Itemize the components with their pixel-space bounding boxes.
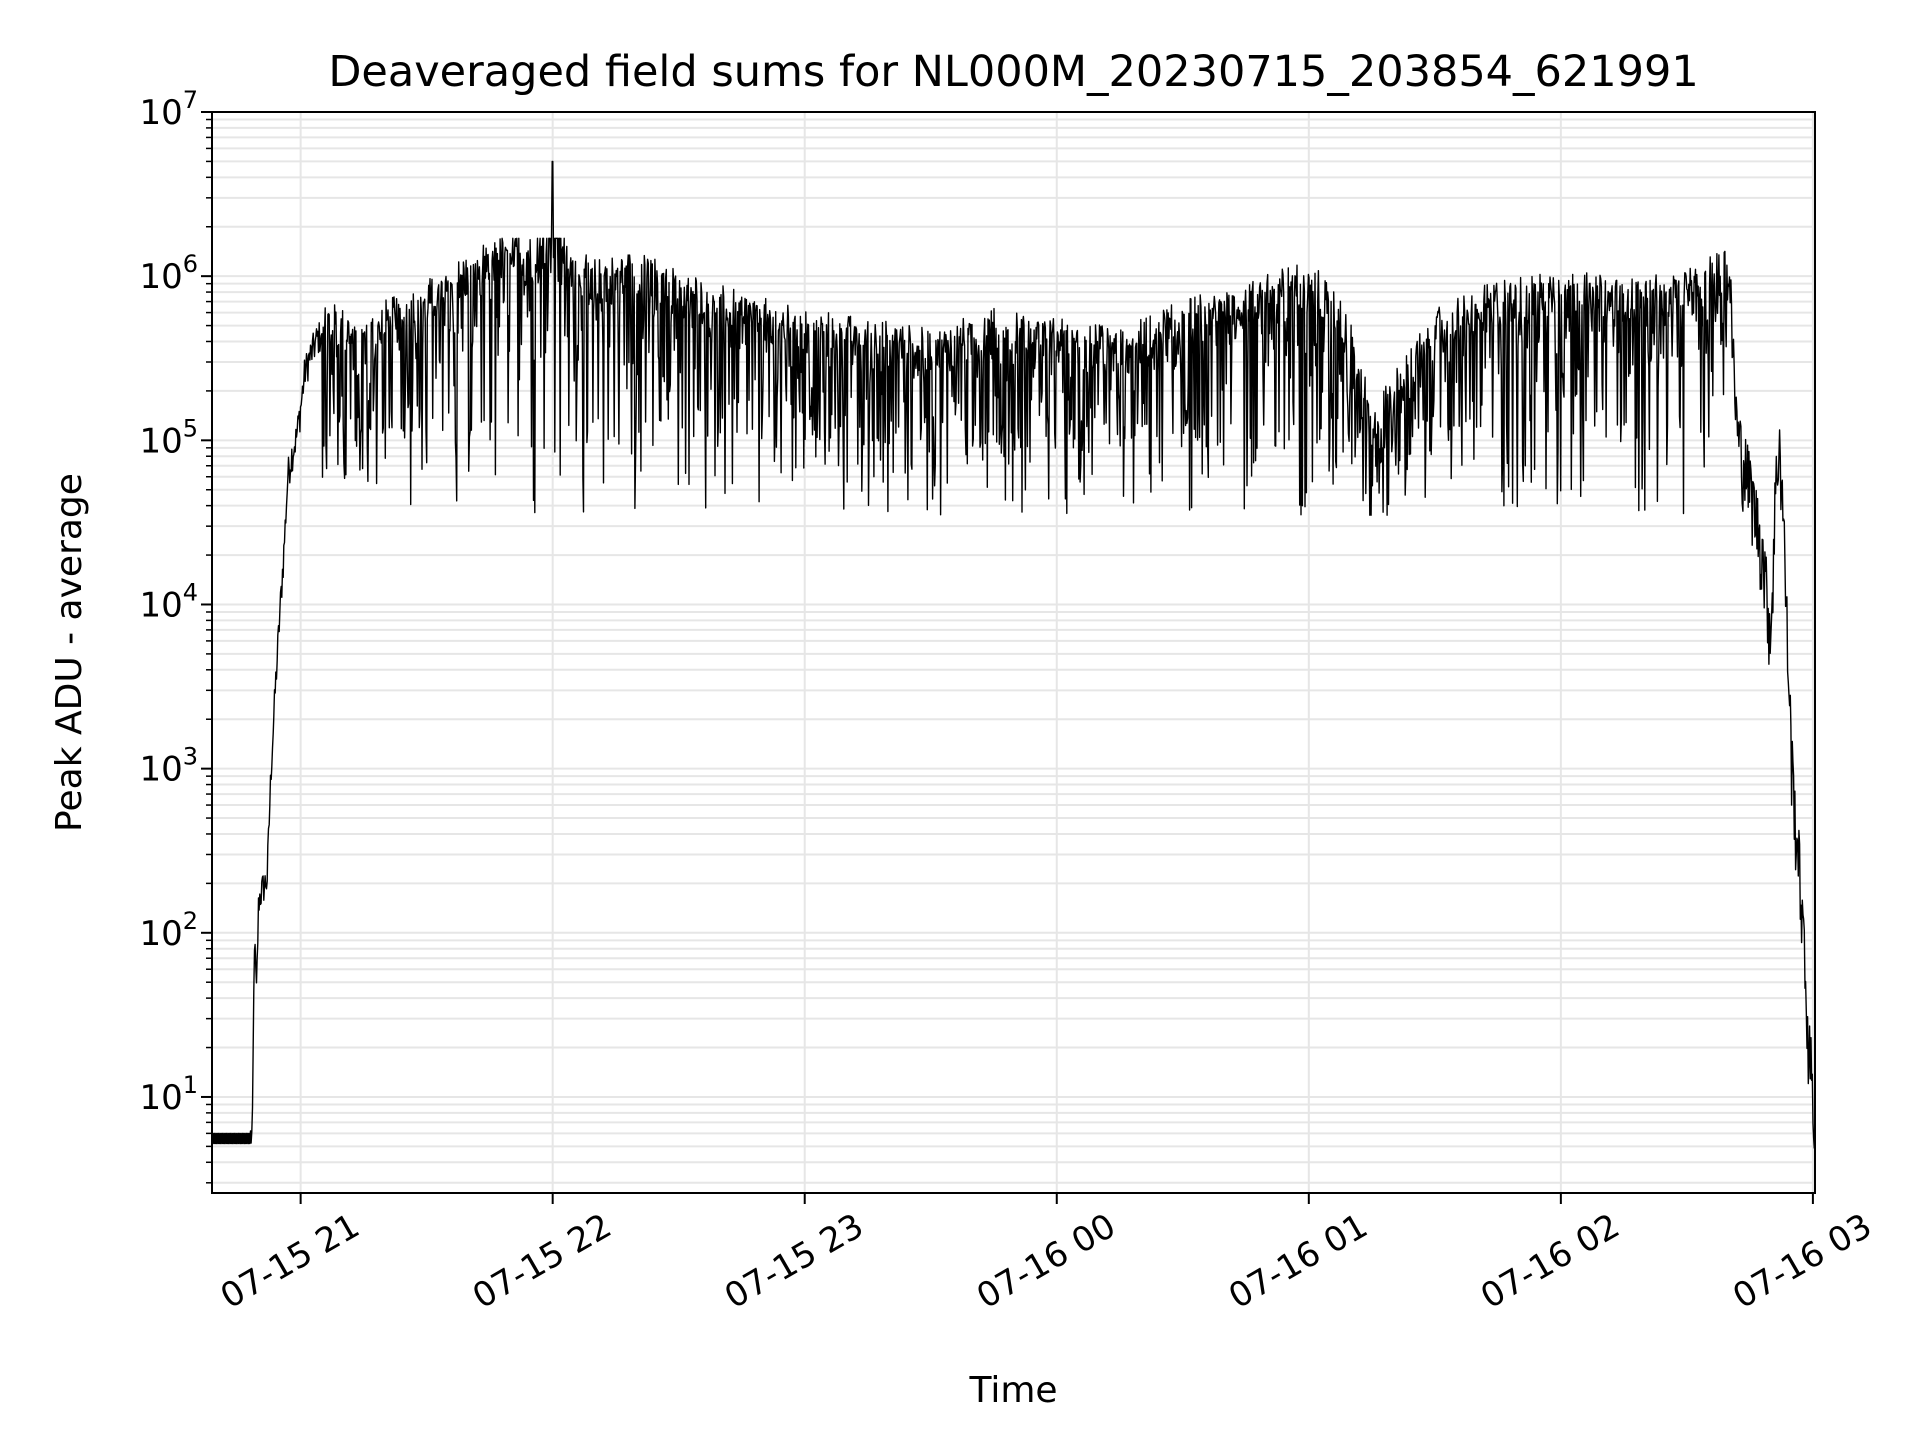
y-tick-label: 107: [139, 86, 198, 133]
grid: [212, 111, 1815, 1193]
y-axis-label: Peak ADU - average: [49, 473, 90, 832]
y-tick-label: 102: [139, 907, 198, 954]
y-tick-label: 105: [139, 414, 198, 461]
x-axis-label: Time: [968, 1370, 1057, 1411]
chart-title: Deaveraged field sums for NL000M_2023071…: [328, 47, 1698, 97]
series-line: [211, 160, 1815, 1149]
plot-frame: [211, 111, 1816, 1194]
y-tick-label: 103: [139, 743, 198, 790]
y-tick-label: 104: [139, 578, 198, 625]
series-path: [211, 160, 1815, 1149]
y-tick-label: 101: [139, 1071, 198, 1118]
y-tick-label: 106: [139, 250, 198, 297]
